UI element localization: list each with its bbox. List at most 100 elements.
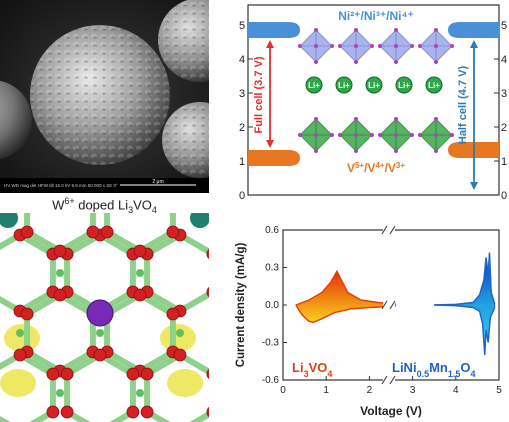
cv-oxidation-curve-0 xyxy=(295,269,396,306)
oxygen-atom xyxy=(93,348,107,362)
v-polyhedra-row xyxy=(298,117,454,153)
polyhedron-vertex xyxy=(394,149,398,153)
polyhedron-vertex xyxy=(450,44,454,48)
oxygen-atom xyxy=(206,286,209,298)
sem-info-strip xyxy=(0,178,209,193)
half-cell-label: Half cell (4.7 V) xyxy=(457,66,469,145)
polyhedron-vertex xyxy=(394,133,398,137)
polyhedron-vertex xyxy=(354,44,358,48)
sem-caption: W6+ doped Li3VO4 xyxy=(0,196,209,215)
lithium-atom xyxy=(190,213,209,228)
oxygen-atom xyxy=(133,288,147,302)
cv-reduction-curve-0 xyxy=(295,304,396,324)
polyhedron-vertex xyxy=(338,44,342,48)
series-label-li3vo4: Li3VO4 xyxy=(292,360,332,379)
y-tick-label-left: 0 xyxy=(239,190,245,202)
li-ion-label: Li+ xyxy=(428,81,440,90)
lithium-atom xyxy=(0,213,18,228)
polyhedron-vertex xyxy=(378,133,382,137)
oxygen-atom xyxy=(100,225,114,239)
vanadium-atom xyxy=(96,329,104,337)
energy-level-diagram: 0 1 2 3 4 5 0 1 2 3 4 5 Ni²⁺/Ni³⁺/Ni⁴⁺ V5+/V4+/V3+… xyxy=(239,4,507,202)
y-tick-label-right: 5 xyxy=(501,20,507,32)
energy-y-axis-right: 0 1 2 3 4 5 xyxy=(494,20,507,202)
vanadium-atom xyxy=(56,269,64,277)
y-tick-label-left: 4 xyxy=(239,54,245,66)
polyhedron-vertex xyxy=(418,133,422,137)
oxygen-atom xyxy=(206,406,209,418)
isosurface-lobe xyxy=(0,369,36,397)
y-tick-label: -0.6 xyxy=(262,375,280,386)
isosurface-lobe xyxy=(160,324,196,352)
oxygen-atom xyxy=(166,307,180,321)
oxygen-atom xyxy=(60,367,74,381)
v-band-left xyxy=(248,150,300,166)
polyhedron-vertex xyxy=(394,44,398,48)
full-cell-arrowhead-top xyxy=(266,40,274,48)
half-cell-arrowhead-bottom xyxy=(470,182,478,190)
cv-series-loop-0 xyxy=(295,270,396,324)
cv-x-axis-label: Voltage (V) xyxy=(360,404,422,418)
oxygen-atom xyxy=(20,307,34,321)
oxygen-atom xyxy=(166,225,180,239)
li-ion xyxy=(305,76,323,94)
x-tick-label: 4 xyxy=(453,385,459,396)
oxygen-atom xyxy=(140,405,154,419)
y-tick-label-right: 1 xyxy=(501,156,507,168)
polyhedron-vertex xyxy=(314,28,318,32)
crystal-structure xyxy=(0,213,209,422)
y-tick-label-left: 2 xyxy=(239,122,245,134)
sem-micrograph: HV WD mag det HFW tilt 15.0 kV 9.9 mm 50… xyxy=(0,0,209,193)
v-redox-label: V5+/V4+/V3+ xyxy=(347,161,405,176)
oxygen-atom xyxy=(86,225,100,239)
cv-y-axis-label: Current density (mA/g) xyxy=(235,243,247,368)
caption-li-sub: 3 xyxy=(128,204,134,215)
lattice-atoms xyxy=(0,213,209,419)
y-tick-label-left: 5 xyxy=(239,20,245,32)
oxygen-atom xyxy=(60,405,74,419)
oxygen-atom xyxy=(53,288,67,302)
x-tick-label: 2 xyxy=(367,385,373,396)
oxygen-atom xyxy=(133,244,147,258)
li-ion-label: Li+ xyxy=(368,81,380,90)
cv-oxidation-curve-1 xyxy=(434,252,496,306)
polyhedron-vertex xyxy=(370,133,374,137)
energy-y-axis-left: 0 1 2 3 4 5 xyxy=(239,20,253,202)
polyhedron-vertex xyxy=(450,133,454,137)
ni-band-right xyxy=(448,22,499,38)
polyhedron-vertex xyxy=(314,60,318,64)
polyhedron-vertex xyxy=(298,44,302,48)
x-tick-label: 3 xyxy=(410,385,416,396)
axis-break xyxy=(381,225,396,385)
lattice-bond xyxy=(0,415,11,422)
lattice-bond xyxy=(189,410,209,422)
polyhedron-vertex xyxy=(394,117,398,121)
ni-polyhedra-row xyxy=(298,28,454,64)
caption-vo: VO xyxy=(133,197,152,213)
polyhedron-vertex xyxy=(354,60,358,64)
ni-redox-label: Ni²⁺/Ni³⁺/Ni⁴⁺ xyxy=(338,9,414,23)
vanadium-atom xyxy=(136,389,144,397)
polyhedron-vertex xyxy=(434,117,438,121)
oxygen-atom xyxy=(206,368,209,380)
polyhedron-vertex xyxy=(330,44,334,48)
polyhedron-vertex xyxy=(410,133,414,137)
y-tick-label-left: 3 xyxy=(239,88,245,100)
vanadium-atom xyxy=(16,329,24,337)
vanadium-atom xyxy=(136,269,144,277)
isosurface-lobe xyxy=(4,324,40,352)
cv-series-group xyxy=(295,252,496,356)
polyhedron-vertex xyxy=(354,149,358,153)
oxygen-atom xyxy=(46,405,60,419)
y-tick-label: -0.3 xyxy=(262,338,280,349)
oxygen-atom xyxy=(206,248,209,260)
polyhedron-vertex xyxy=(394,60,398,64)
polyhedron-vertex xyxy=(418,44,422,48)
series-label-lnmo: LiNi0.5Mn1.5O4 xyxy=(392,360,476,379)
li-ion xyxy=(335,76,353,94)
cv-chart: 0 1 2 3 4 5 0.6 0.3 0.0 -0.3 -0.6 Voltage (V) Curr… xyxy=(235,225,502,418)
li-ion xyxy=(395,76,413,94)
sem-particle-left xyxy=(0,80,32,160)
polyhedron-vertex xyxy=(314,133,318,137)
caption-o-sub: 4 xyxy=(151,204,157,215)
